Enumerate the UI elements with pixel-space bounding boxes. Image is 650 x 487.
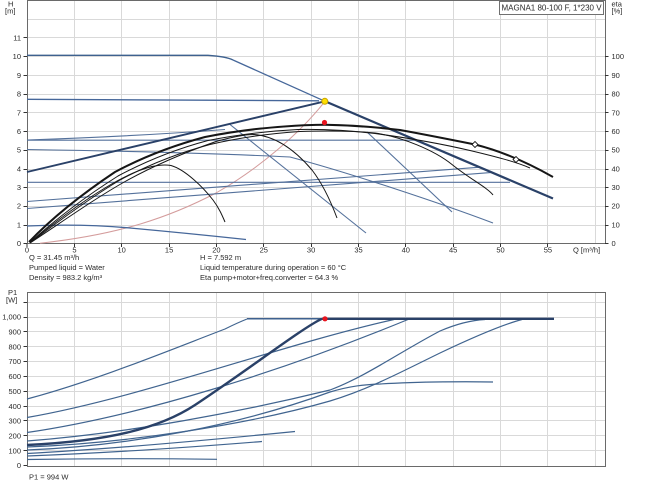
svg-text:30: 30 — [612, 183, 620, 192]
svg-text:50: 50 — [496, 246, 504, 255]
svg-text:5: 5 — [17, 146, 21, 155]
svg-text:eta: eta — [612, 0, 623, 9]
svg-text:[W]: [W] — [6, 296, 17, 305]
svg-text:H = 7.592 m: H = 7.592 m — [200, 253, 241, 262]
svg-text:40: 40 — [402, 246, 410, 255]
svg-text:P1: P1 — [8, 288, 17, 297]
svg-text:1,000: 1,000 — [2, 313, 21, 322]
svg-text:7: 7 — [17, 108, 21, 117]
svg-text:15: 15 — [165, 246, 173, 255]
svg-text:300: 300 — [8, 417, 21, 426]
svg-text:60: 60 — [612, 127, 620, 136]
svg-text:9: 9 — [17, 71, 21, 80]
svg-text:70: 70 — [612, 108, 620, 117]
svg-text:600: 600 — [8, 372, 21, 381]
svg-text:90: 90 — [612, 71, 620, 80]
svg-text:10: 10 — [13, 52, 21, 61]
svg-text:6: 6 — [17, 127, 21, 136]
svg-text:5: 5 — [72, 246, 76, 255]
svg-text:Liquid temperature during oper: Liquid temperature during operation = 60… — [200, 263, 347, 272]
svg-text:10: 10 — [118, 246, 126, 255]
svg-text:45: 45 — [449, 246, 457, 255]
svg-text:400: 400 — [8, 402, 21, 411]
svg-text:100: 100 — [8, 446, 21, 455]
svg-text:4: 4 — [17, 164, 21, 173]
svg-text:Q = 31.45 m³/h: Q = 31.45 m³/h — [29, 253, 79, 262]
svg-text:[%]: [%] — [612, 7, 623, 16]
svg-text:20: 20 — [612, 202, 620, 211]
svg-text:25: 25 — [260, 246, 268, 255]
svg-text:1: 1 — [17, 220, 21, 229]
svg-text:Pumped liquid = Water: Pumped liquid = Water — [29, 263, 105, 272]
svg-text:900: 900 — [8, 328, 21, 337]
svg-text:8: 8 — [17, 90, 21, 99]
svg-text:100: 100 — [612, 52, 625, 61]
svg-text:40: 40 — [612, 164, 620, 173]
svg-text:0: 0 — [25, 246, 29, 255]
svg-text:Eta pump+motor+freq.converter: Eta pump+motor+freq.converter = 64.3 % — [200, 273, 339, 282]
svg-text:80: 80 — [612, 90, 620, 99]
svg-text:0: 0 — [17, 239, 21, 248]
svg-text:200: 200 — [8, 432, 21, 441]
svg-text:10: 10 — [612, 220, 620, 229]
svg-text:0: 0 — [17, 461, 21, 470]
svg-text:35: 35 — [354, 246, 362, 255]
svg-text:30: 30 — [307, 246, 315, 255]
svg-text:700: 700 — [8, 357, 21, 366]
svg-text:2: 2 — [17, 202, 21, 211]
svg-text:P1 = 994 W: P1 = 994 W — [29, 473, 69, 482]
svg-text:800: 800 — [8, 342, 21, 351]
svg-text:Q [m³/h]: Q [m³/h] — [573, 246, 600, 255]
svg-text:55: 55 — [544, 246, 552, 255]
svg-text:Density = 983.2 kg/m³: Density = 983.2 kg/m³ — [29, 273, 103, 282]
svg-text:50: 50 — [612, 146, 620, 155]
svg-text:[m]: [m] — [5, 7, 15, 16]
svg-text:0: 0 — [612, 239, 616, 248]
svg-text:20: 20 — [212, 246, 220, 255]
svg-text:3: 3 — [17, 183, 21, 192]
svg-text:MAGNA1 80-100 F, 1*230 V: MAGNA1 80-100 F, 1*230 V — [501, 4, 602, 13]
svg-text:11: 11 — [13, 34, 21, 43]
svg-text:500: 500 — [8, 387, 21, 396]
svg-text:H: H — [8, 0, 13, 9]
